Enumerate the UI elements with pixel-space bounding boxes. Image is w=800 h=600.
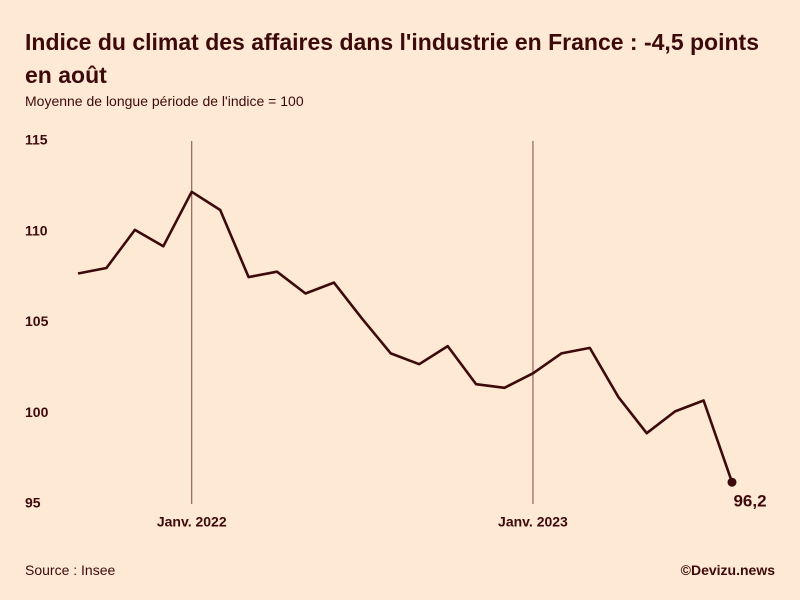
x-tick-label: Janv. 2022 <box>157 514 227 530</box>
chart-subtitle: Moyenne de longue période de l'indice = … <box>25 93 304 109</box>
x-tick-label: Janv. 2023 <box>498 514 568 530</box>
y-tick-label: 100 <box>25 404 49 420</box>
y-tick-label: 105 <box>25 313 49 329</box>
chart-title: Indice du climat des affaires dans l'ind… <box>25 29 759 88</box>
end-point <box>727 477 737 487</box>
credit: ©Devizu.news <box>680 562 775 578</box>
data-line <box>77 190 734 483</box>
y-tick-label: 115 <box>25 132 48 148</box>
source: Source : Insee <box>25 562 116 578</box>
y-tick-label: 95 <box>25 495 41 511</box>
value-label: 96,2 <box>733 492 766 511</box>
y-tick-label: 110 <box>25 222 48 238</box>
